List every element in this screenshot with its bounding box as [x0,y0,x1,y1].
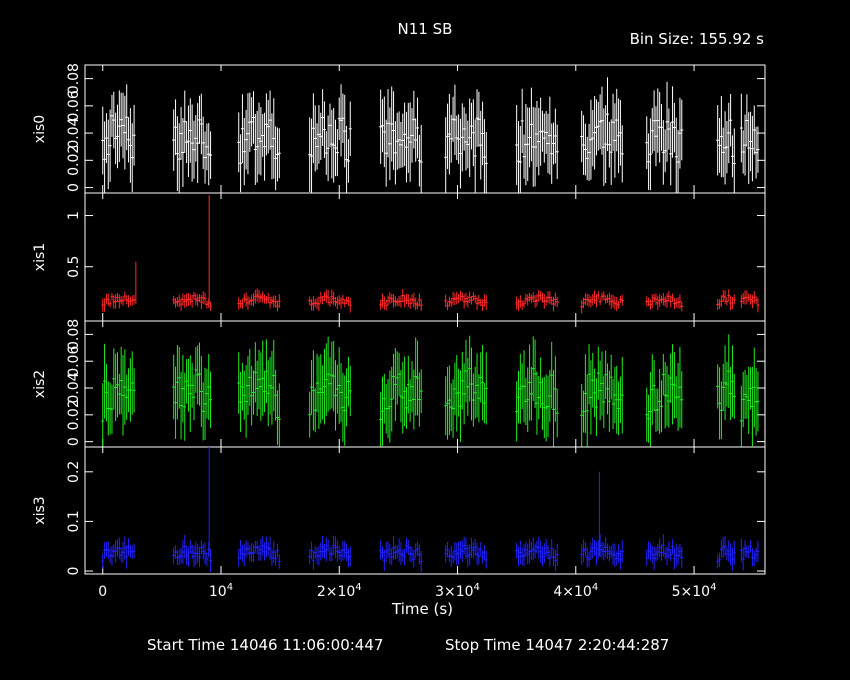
panel-label-xis3: xis3 [32,496,48,524]
xtick-label: 4×104 [553,582,598,600]
ytick-label-xis0: 0.08 [66,63,82,94]
ytick-label-xis3: 0.2 [66,461,82,483]
ytick-label-xis2: 0.02 [66,399,82,430]
ytick-label-xis2: 0.06 [66,346,82,377]
start-time-label: Start Time 14046 11:06:00:447 [147,636,384,654]
ytick-label-xis0: 0 [66,183,82,192]
xtick-label: 3×104 [435,582,480,600]
ytick-label-xis0: 0.04 [66,117,82,148]
ytick-label-xis1: 1 [66,211,82,220]
ytick-label-xis0: 0.02 [66,145,82,176]
xtick-label: 0 [98,584,107,600]
ytick-label-xis2: 0 [66,437,82,446]
panel-label-xis1: xis1 [32,243,48,271]
x-axis-label: Time (s) [392,600,453,618]
ytick-label-xis3: 0 [66,567,82,576]
panel-label-xis2: xis2 [32,370,48,398]
xtick-label: 5×104 [672,582,717,600]
ytick-label-xis1: 0.5 [66,256,82,278]
ytick-label-xis2: 0.04 [66,372,82,403]
panel-frame-xis3 [84,446,766,575]
chart-title: N11 SB [397,20,453,38]
panel-label-xis0: xis0 [32,115,48,143]
bin-size-label: Bin Size: 155.92 s [629,30,764,48]
xtick-label: 104 [209,582,233,600]
ytick-label-xis2: 0.08 [66,319,82,350]
ytick-label-xis0: 0.06 [66,90,82,121]
ytick-label-xis3: 0.1 [66,510,82,532]
xtick-label: 2×104 [317,582,362,600]
stop-time-label: Stop Time 14047 2:20:44:287 [445,636,670,654]
